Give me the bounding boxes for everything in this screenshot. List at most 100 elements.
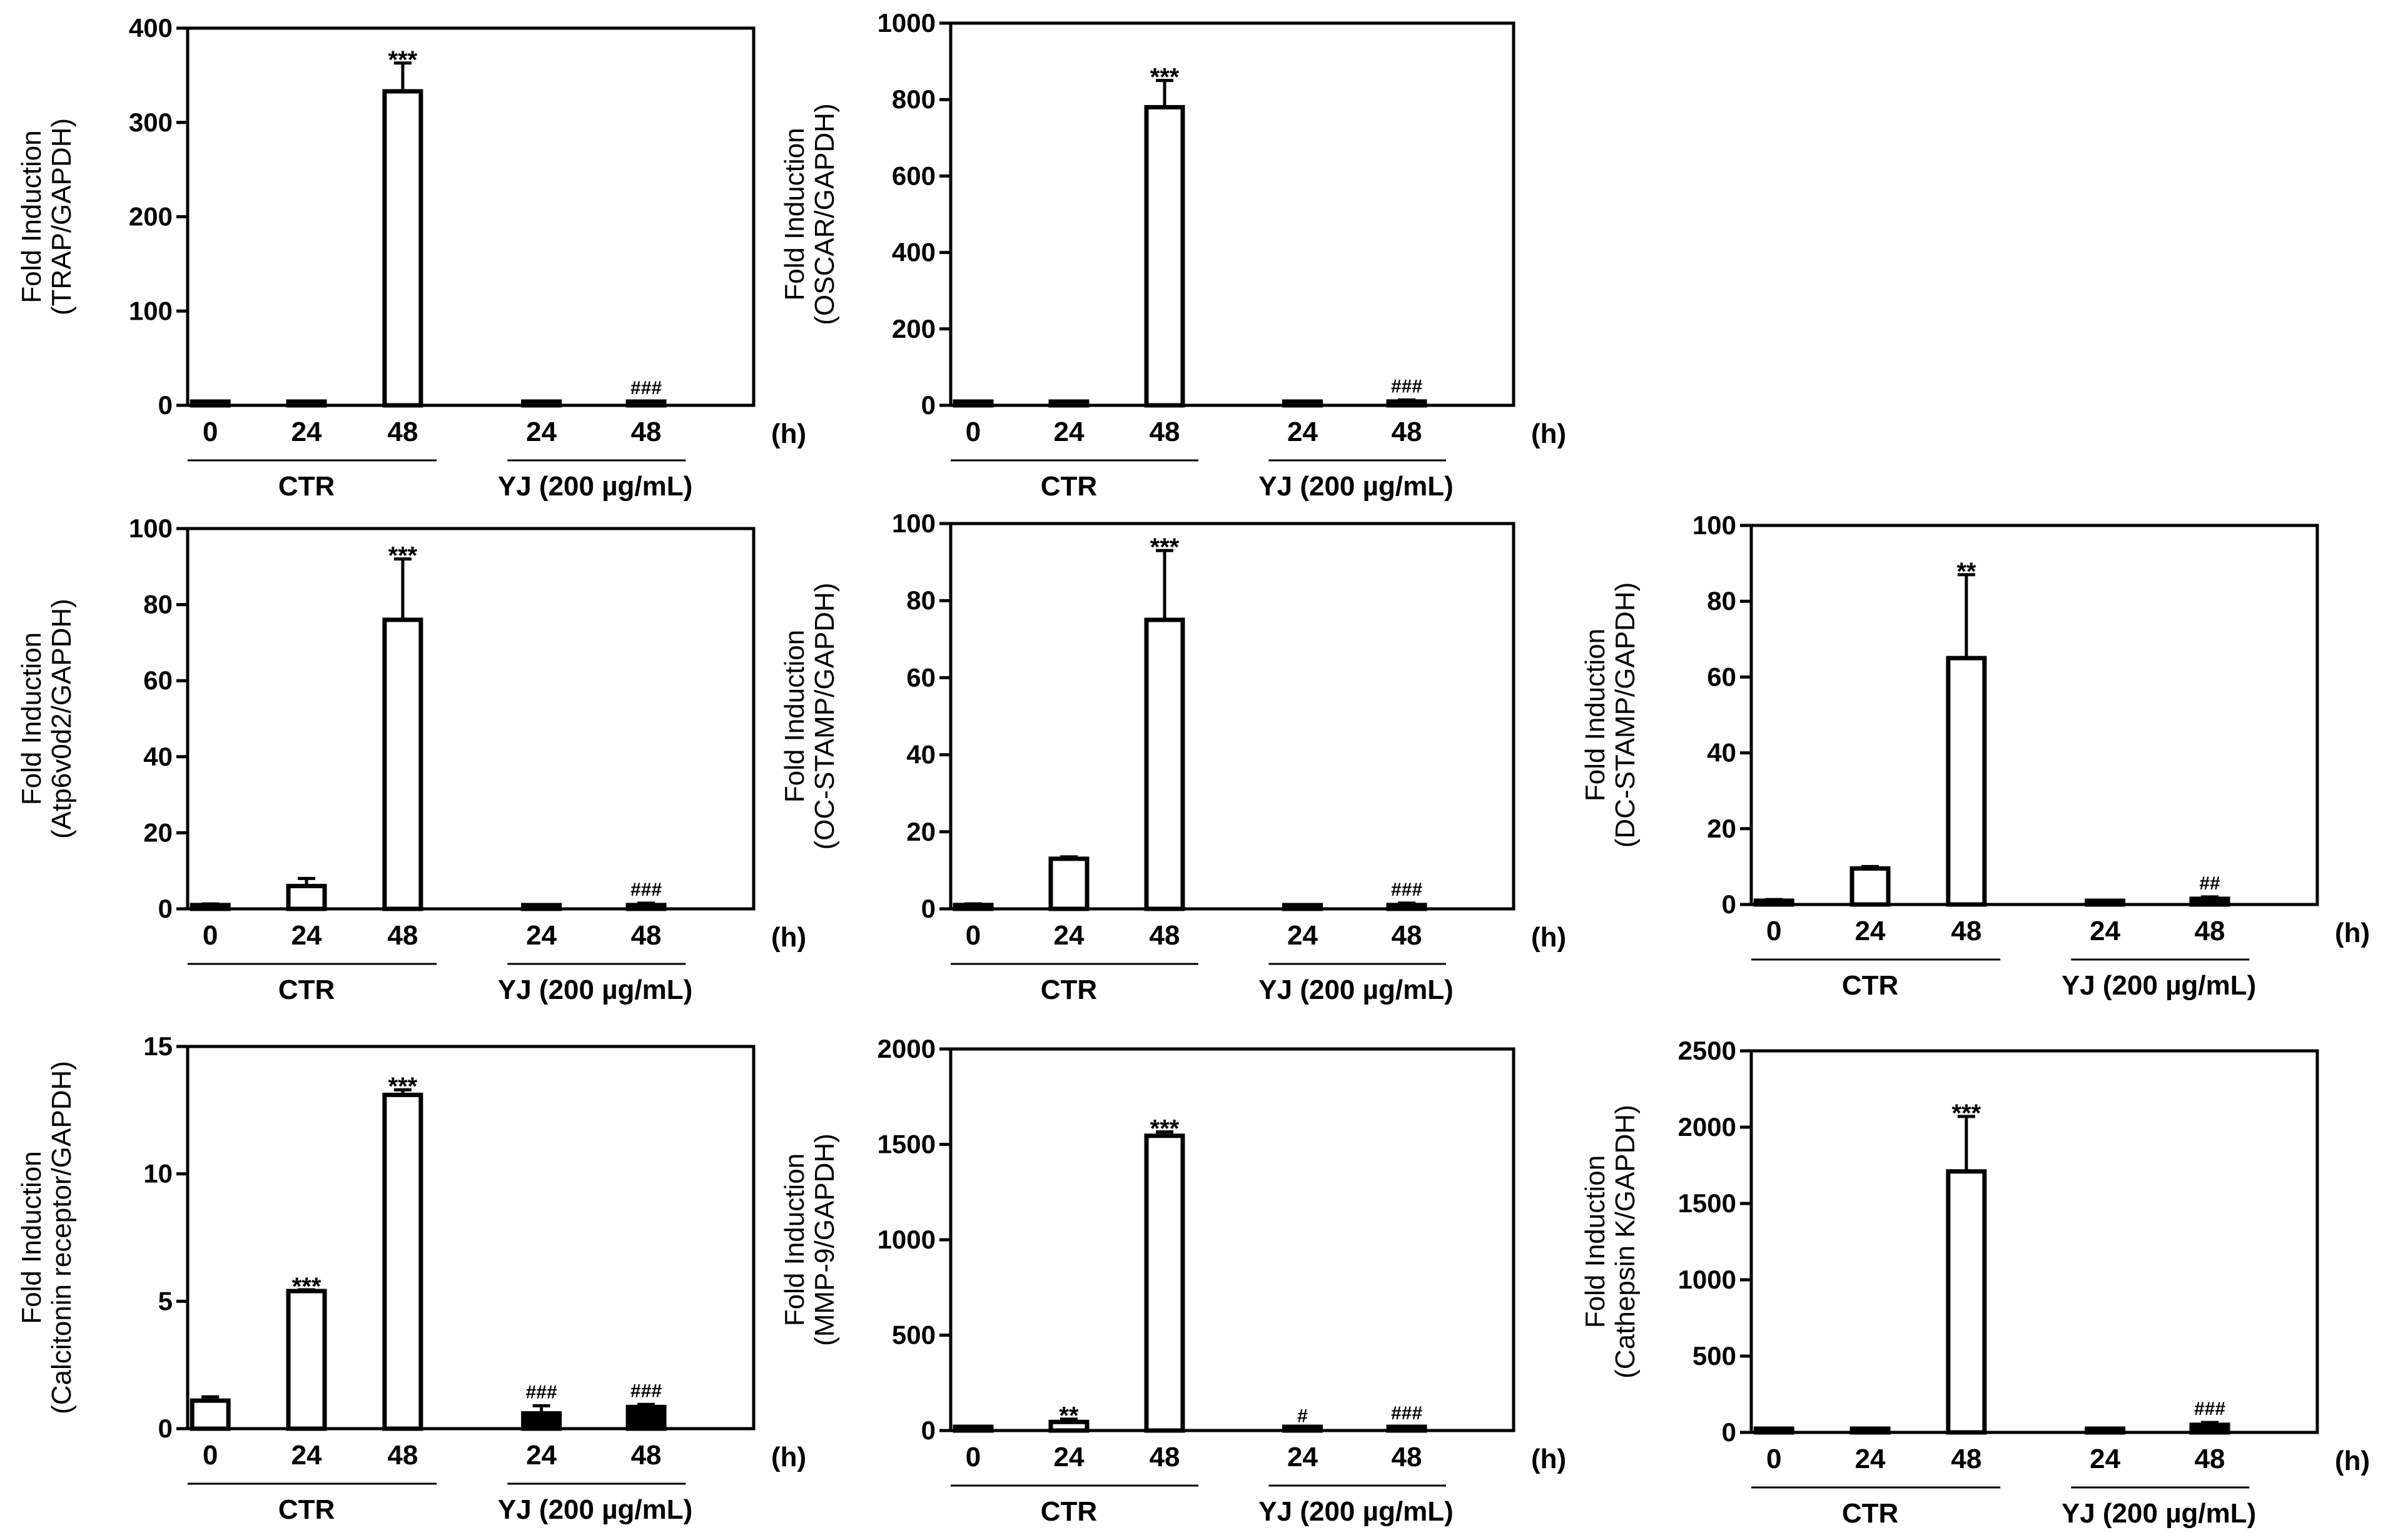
bar-3[interactable] (1946, 1169, 1987, 1435)
group-label-ctr: CTR (278, 471, 335, 502)
y-tick-label: 1000 (1678, 1265, 1736, 1294)
bar-1[interactable] (190, 903, 231, 911)
bar-1[interactable] (190, 1398, 231, 1431)
bar-4[interactable] (2085, 898, 2126, 907)
bar-1[interactable] (1753, 898, 1794, 907)
significance-label: *** (388, 46, 418, 74)
group-label-yj: YJ (200 µg/mL) (1258, 471, 1453, 502)
bar-4[interactable] (1282, 1424, 1323, 1433)
bar-5[interactable] (625, 399, 667, 408)
y-tick-label: 40 (906, 740, 936, 769)
bar-2[interactable] (1048, 856, 1090, 911)
x-unit-label: (h) (1531, 1444, 1566, 1474)
bar-1[interactable] (190, 399, 231, 408)
x-unit-label: (h) (2335, 918, 2370, 948)
x-category-label: 24 (291, 920, 322, 951)
group-label-yj: YJ (200 µg/mL) (1258, 1496, 1453, 1527)
y-tick-label: 300 (129, 108, 173, 137)
bar-5[interactable] (1386, 1424, 1427, 1433)
y-tick-label: 2500 (1678, 1036, 1736, 1065)
y-tick-label: 0 (1722, 889, 1736, 919)
x-category-label: 48 (631, 1440, 662, 1471)
bar-2[interactable] (286, 1289, 327, 1431)
bar-4[interactable] (521, 1411, 562, 1431)
y-tick-label: 20 (906, 817, 936, 846)
significance-label: ### (630, 378, 662, 398)
significance-label: ### (1391, 376, 1422, 397)
x-category-label: 24 (1287, 1442, 1318, 1472)
bar-2[interactable] (1048, 399, 1090, 408)
y-tick-label: 80 (143, 590, 173, 619)
y-axis-label: Fold Induction(MMP-9/GAPDH) (779, 1133, 840, 1346)
bar-1[interactable] (1753, 1426, 1794, 1435)
bar-5[interactable] (1386, 903, 1427, 911)
significance-label: ### (526, 1382, 557, 1402)
chart-panel-3: 0 20 40 60 80 100 Fold Induction(Atp6v0d2/GAPD… (16, 514, 806, 1005)
y-tick-label: 100 (1692, 510, 1736, 540)
x-category-label: 48 (2195, 916, 2225, 946)
y-tick-label: 1000 (878, 1225, 936, 1254)
significance-label: ** (1956, 558, 1976, 585)
bar-3[interactable] (1144, 104, 1185, 408)
y-tick-label: 600 (892, 161, 936, 190)
bar-3[interactable] (382, 617, 423, 911)
x-category-label: 24 (526, 1440, 557, 1471)
group-label-yj: YJ (200 µg/mL) (1258, 975, 1453, 1005)
y-tick-label: 10 (143, 1159, 173, 1188)
y-tick-label: 2000 (1678, 1112, 1736, 1142)
bar-2[interactable] (286, 884, 327, 911)
bar-4[interactable] (521, 399, 562, 408)
chart-panel-1: 0 100 200 300 400 Fold Induction(TRAP/GAPDH) 0… (16, 13, 806, 502)
bar-4[interactable] (2085, 1426, 2126, 1435)
y-tick-label: 60 (1707, 662, 1736, 691)
bar-2[interactable] (1849, 866, 1891, 907)
bar-2[interactable] (286, 399, 327, 408)
x-category-label: 0 (966, 1442, 981, 1472)
significance-label: ### (1391, 1403, 1422, 1424)
x-category-label: 48 (631, 920, 662, 951)
bar-5[interactable] (2189, 896, 2230, 907)
y-tick-label: 0 (921, 390, 936, 420)
x-category-label: 24 (1054, 920, 1085, 951)
y-axis-label: Fold Induction(DC-STAMP/GAPDH) (1580, 582, 1641, 848)
bar-3[interactable] (1946, 656, 1987, 907)
bar-3[interactable] (382, 89, 423, 408)
bar-1[interactable] (953, 903, 994, 911)
bar-4[interactable] (1282, 399, 1323, 408)
x-unit-label: (h) (771, 418, 806, 449)
bar-5[interactable] (625, 903, 667, 911)
bar-3[interactable] (1144, 617, 1185, 911)
significance-label: *** (292, 1273, 321, 1300)
bar-2[interactable] (1849, 1426, 1891, 1435)
significance-label: *** (388, 542, 418, 570)
y-tick-label: 40 (143, 742, 173, 771)
y-axis-label-line: (MMP-9/GAPDH) (809, 1133, 840, 1346)
significance-label: *** (388, 1073, 418, 1100)
y-tick-label: 1500 (878, 1130, 936, 1159)
y-tick-label: 400 (892, 238, 936, 267)
bar-3[interactable] (1144, 1133, 1185, 1433)
bar-3[interactable] (382, 1092, 423, 1431)
x-unit-label: (h) (1531, 418, 1566, 449)
y-tick-label: 5 (158, 1286, 173, 1315)
bar-2[interactable] (1048, 1419, 1090, 1433)
y-axis-label: Fold Induction(OC-STAMP/GAPDH) (779, 583, 840, 850)
y-tick-label: 100 (129, 514, 173, 543)
group-label-ctr: CTR (1041, 975, 1097, 1005)
y-axis-label-line: Fold Induction (16, 1151, 47, 1324)
y-tick-label: 0 (158, 390, 173, 420)
significance-label: # (1297, 1406, 1308, 1426)
bar-4[interactable] (521, 903, 562, 911)
bar-4[interactable] (1282, 903, 1323, 911)
bar-1[interactable] (953, 1424, 994, 1433)
group-label-ctr: CTR (278, 1494, 335, 1525)
bar-5[interactable] (2189, 1422, 2230, 1435)
bar-5[interactable] (1386, 399, 1427, 408)
y-axis-label-line: Fold Induction (779, 1153, 810, 1326)
chart-panel-8: 0 500 1000 1500 2000 2500 Fold Induction(Cathe… (1580, 1036, 2370, 1529)
bar-1[interactable] (953, 399, 994, 408)
bar-5[interactable] (625, 1404, 667, 1431)
y-axis-label-line: (Cathepsin K/GAPDH) (1610, 1105, 1641, 1379)
y-tick-label: 500 (1692, 1341, 1736, 1370)
